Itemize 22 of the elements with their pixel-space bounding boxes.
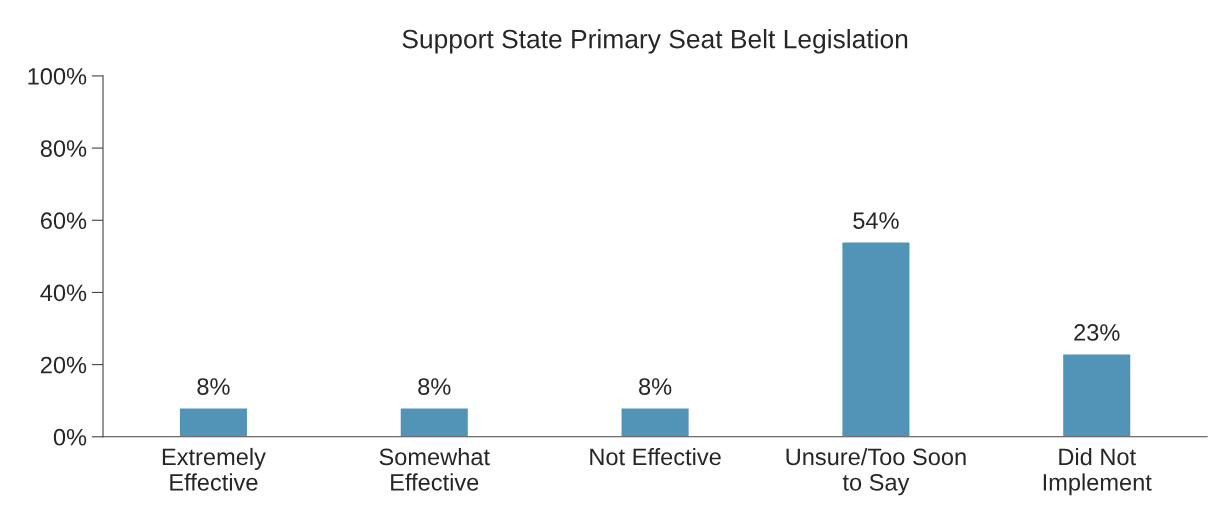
y-tick-label: 40% — [40, 284, 87, 302]
bar — [840, 241, 911, 437]
data-label: 54% — [853, 212, 899, 229]
data-label: 23% — [1074, 324, 1120, 341]
x-tick-label: Not Effective — [590, 447, 721, 466]
data-label: 8% — [639, 378, 672, 395]
bar — [178, 407, 249, 437]
x-tick-label: Extremely Effective — [162, 447, 266, 491]
y-tick-label: 0% — [53, 428, 87, 446]
bar — [1061, 353, 1132, 437]
y-tick-label: 20% — [40, 356, 87, 374]
bar — [620, 407, 691, 437]
chart-title: Support State Primary Seat Belt Legislation — [402, 29, 908, 54]
data-label: 8% — [197, 378, 230, 395]
y-tick-label: 80% — [40, 140, 87, 157]
x-tick-label: Unsure/Too Soon to Say — [786, 447, 966, 496]
bar — [399, 407, 470, 437]
y-tick-label: 100% — [28, 67, 87, 85]
y-tick-label: 60% — [40, 212, 87, 230]
x-tick-label: Did Not Implement — [1043, 447, 1152, 496]
x-tick-label: Somewhat Effective — [379, 447, 490, 491]
data-label: 8% — [418, 378, 451, 395]
